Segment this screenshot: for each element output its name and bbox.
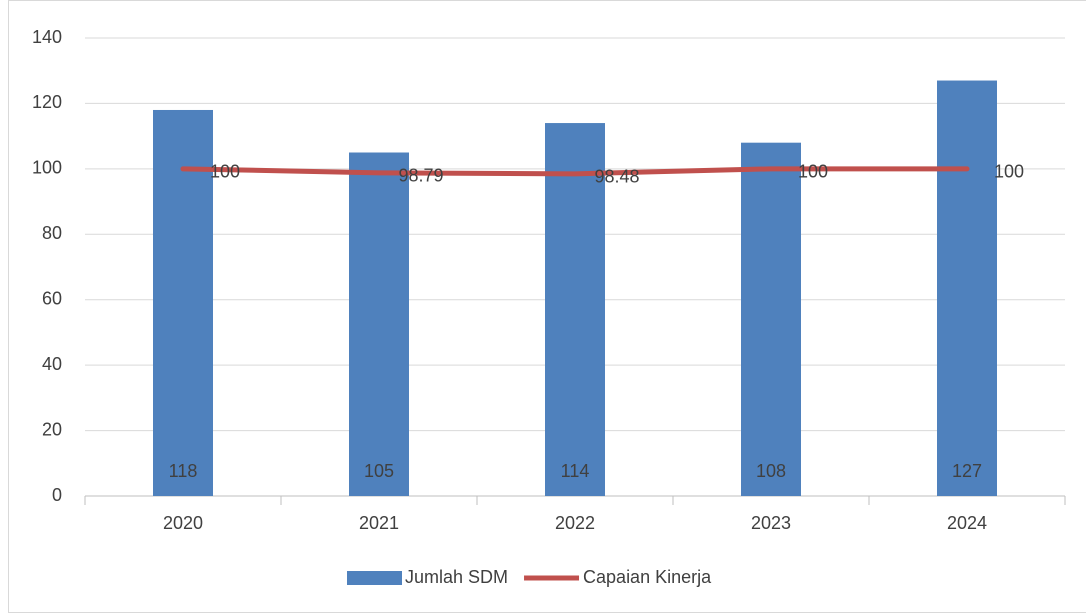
- y-tick-label: 0: [52, 485, 62, 505]
- bar-value-label: 114: [561, 461, 590, 481]
- y-tick-label: 40: [42, 354, 62, 374]
- line-value-label: 98.48: [594, 167, 639, 187]
- line-value-label: 100: [994, 162, 1024, 182]
- bar: [937, 80, 997, 497]
- legend-label: Capaian Kinerja: [583, 567, 712, 587]
- x-tick-label: 2020: [163, 513, 203, 533]
- bar: [153, 109, 213, 496]
- line-value-label: 100: [210, 162, 240, 182]
- line-value-label: 100: [798, 162, 828, 182]
- y-tick-label: 60: [42, 288, 62, 308]
- legend-label: Jumlah SDM: [405, 567, 508, 587]
- bar: [545, 123, 605, 497]
- line: [180, 166, 970, 177]
- bar-value-label: 118: [169, 461, 198, 481]
- bar-value-label: 108: [756, 461, 786, 481]
- bar-value-label: 127: [952, 461, 982, 481]
- bar: [741, 142, 801, 496]
- y-tick-label: 80: [42, 223, 62, 243]
- x-tick-label: 2022: [555, 513, 595, 533]
- x-tick-label: 2021: [359, 513, 399, 533]
- line-value-label: 98.79: [398, 166, 443, 186]
- y-tick-label: 100: [32, 158, 62, 178]
- bar-value-label: 105: [364, 461, 394, 481]
- x-tick-label: 2024: [947, 513, 987, 533]
- legend-swatch: [347, 571, 402, 585]
- y-tick-label: 120: [32, 92, 62, 112]
- bar: [349, 152, 409, 496]
- y-tick-label: 140: [32, 27, 62, 47]
- x-tick-label: 2023: [751, 513, 791, 533]
- y-tick-label: 20: [42, 419, 62, 439]
